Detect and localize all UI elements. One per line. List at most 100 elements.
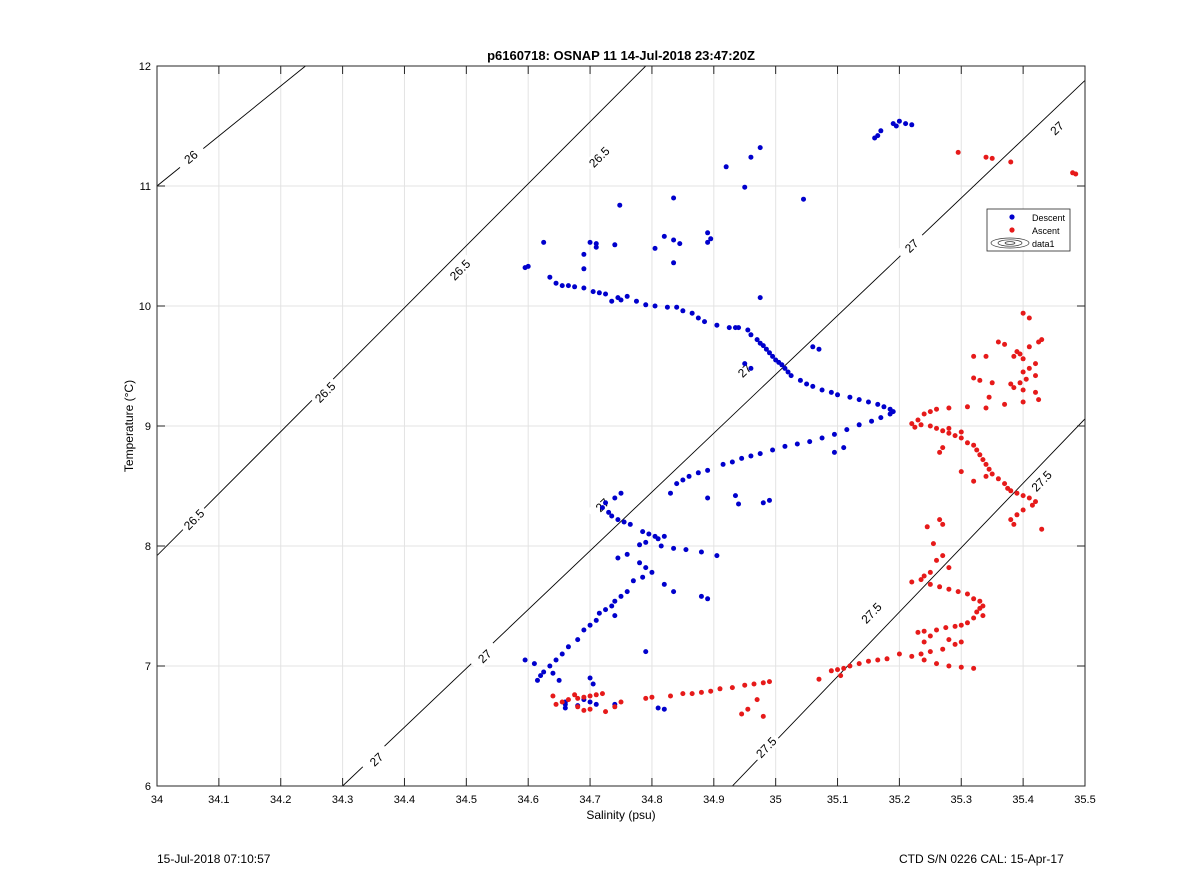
ascent-point [1008, 159, 1014, 165]
ascent-point [946, 430, 952, 436]
descent-point [671, 195, 677, 201]
descent-point [841, 445, 847, 451]
ascent-point [689, 691, 695, 697]
ascent-point [943, 625, 949, 631]
descent-point [766, 350, 772, 356]
ascent-point [751, 681, 757, 687]
ascent-point [909, 653, 915, 659]
ascent-point [1020, 387, 1026, 393]
descent-point [732, 493, 738, 499]
descent-point [881, 404, 887, 410]
descent-point [661, 581, 667, 587]
ascent-point [958, 622, 964, 628]
descent-point [621, 519, 627, 525]
ascent-point [924, 524, 930, 530]
ascent-point [1008, 381, 1014, 387]
ascent-point [1014, 512, 1020, 518]
descent-point [835, 392, 841, 398]
ascent-point [940, 521, 946, 527]
descent-point [671, 545, 677, 551]
descent-point [606, 509, 612, 515]
ascent-point [971, 596, 977, 602]
ascent-point [1036, 339, 1042, 345]
ascent-point [565, 697, 571, 703]
ascent-point [989, 380, 995, 386]
ascent-point [856, 661, 862, 667]
descent-point [618, 297, 624, 303]
descent-point [593, 244, 599, 250]
descent-point [819, 435, 825, 441]
descent-point [640, 574, 646, 580]
ascent-point [612, 704, 618, 710]
ascent-point [1020, 507, 1026, 513]
descent-point [748, 365, 754, 371]
ascent-point [918, 651, 924, 657]
descent-point [723, 164, 729, 170]
descent-point [705, 230, 711, 236]
descent-point [671, 237, 677, 243]
contour-legend-icon [990, 237, 1030, 249]
descent-point [667, 490, 673, 496]
y-tick-label: 9 [145, 421, 151, 433]
descent-point [810, 344, 816, 350]
ascent-point [946, 637, 952, 643]
descent-point [695, 315, 701, 321]
footer-timestamp: 15-Jul-2018 07:10:57 [157, 852, 271, 866]
descent-point [742, 361, 748, 367]
ascent-point [952, 623, 958, 629]
isopycnal-label-bg [444, 254, 476, 286]
y-tick-label: 12 [139, 61, 151, 73]
descent-point [804, 381, 810, 387]
isopycnal-label-bg [1041, 112, 1073, 144]
descent-point [748, 154, 754, 160]
descent-point [726, 325, 732, 331]
ascent-point [835, 667, 841, 673]
descent-point [831, 449, 837, 455]
ascent-point [977, 598, 983, 604]
descent-point [661, 706, 667, 712]
ascent-point [927, 423, 933, 429]
descent-point [680, 477, 686, 483]
ascent-point [717, 686, 723, 692]
ascent-point [974, 447, 980, 453]
descent-point [816, 346, 822, 352]
ascent-point [1039, 526, 1045, 532]
ascent-point [649, 694, 655, 700]
footer-instrument-info: CTD S/N 0226 CAL: 15-Apr-17 [899, 852, 1064, 866]
descent-point [609, 603, 615, 609]
descent-point [550, 670, 556, 676]
ascent-point [760, 680, 766, 686]
descent-point [587, 699, 593, 705]
ascent-point [971, 353, 977, 359]
ascent-point [927, 409, 933, 415]
legend: Descent Ascent data1 [986, 208, 1071, 252]
isopycnal-label-bg [583, 141, 615, 173]
ascent-point [1026, 495, 1032, 501]
ascent-point [937, 449, 943, 455]
ascent-point [983, 461, 989, 467]
ascent-point [847, 663, 853, 669]
ascent-point [918, 422, 924, 428]
descent-point [603, 291, 609, 297]
ascent-series [550, 149, 1079, 719]
descent-point [869, 418, 875, 424]
ascent-point [946, 405, 952, 411]
descent-point [689, 310, 695, 316]
ascent-point [940, 646, 946, 652]
isopycnal-label-bg [309, 376, 341, 408]
ascent-point [581, 694, 587, 700]
ascent-point [680, 691, 686, 697]
descent-point [748, 332, 754, 338]
ascent-point [559, 699, 565, 705]
ascent-point [964, 620, 970, 626]
ascent-point [1020, 399, 1026, 405]
x-tick-label: 34 [151, 794, 163, 806]
descent-point [603, 607, 609, 613]
descent-point [612, 613, 618, 619]
descent-point [819, 387, 825, 393]
descent-point [875, 401, 881, 407]
ascent-point [986, 466, 992, 472]
ascent-point [958, 469, 964, 475]
descent-point [655, 536, 661, 542]
